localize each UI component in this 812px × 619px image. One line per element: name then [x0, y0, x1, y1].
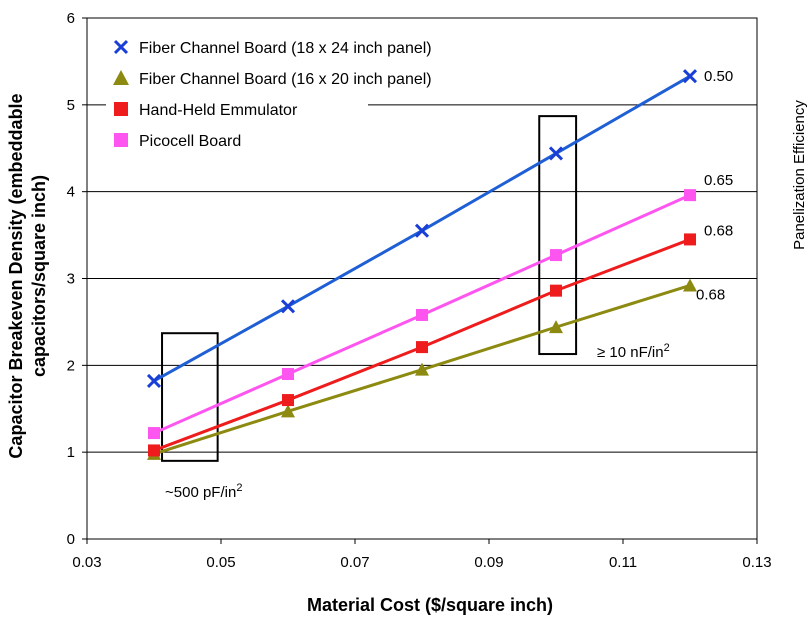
data-point: [550, 249, 562, 262]
marker-x-stroke: [548, 146, 564, 161]
y-axis-title-line1: Capacitor Breakeven Density (embeddable: [6, 93, 26, 458]
x-tick-label: 0.05: [206, 554, 235, 571]
data-point: [684, 233, 696, 246]
y-tick-label: 1: [67, 444, 75, 461]
legend: Fiber Channel Board (18 x 24 inch panel)…: [106, 30, 432, 160]
data-point: [148, 427, 160, 440]
highlight-boxes: [161, 115, 578, 462]
data-point: [146, 373, 162, 389]
series-2: 0.68: [148, 222, 733, 457]
data-point: [281, 404, 295, 418]
right-axis-title: Panelization Efficiency: [791, 100, 808, 250]
x-tick-label: 0.11: [609, 554, 637, 571]
data-point: [415, 362, 429, 376]
x-tick-label: 0.03: [72, 554, 101, 571]
data-point: [414, 223, 430, 238]
y-tick-label: 0: [67, 531, 75, 548]
legend-entry-1: Fiber Channel Board (16 x 20 inch panel): [113, 70, 432, 88]
legend-marker: [113, 70, 129, 85]
series-end-label: 0.68: [696, 286, 725, 303]
data-point: [416, 341, 428, 354]
x-tick-label: 0.07: [340, 554, 369, 571]
data-point: [683, 278, 697, 292]
axes: [82, 17, 758, 544]
tick-labels: 0 1 2 3 4 5 6 0.03 0.05 0.07 0.09 0.11 0.13: [67, 10, 772, 571]
data-point: [282, 368, 294, 381]
legend-marker: [114, 102, 128, 116]
series-end-label: 0.65: [704, 172, 733, 189]
data-point: [416, 308, 428, 321]
marker-x-stroke: [682, 69, 698, 84]
series-0: 0.50: [146, 68, 733, 389]
legend-background: [106, 30, 368, 160]
marker-x-stroke: [146, 373, 162, 389]
x-tick-label: 0.09: [474, 554, 503, 571]
marker-x-stroke: [113, 39, 129, 55]
y-tick-label: 3: [67, 271, 75, 288]
y-axis-title-line2: capacitors/square inch): [29, 175, 49, 377]
data-point: [684, 189, 696, 202]
y-tick-label: 4: [67, 184, 75, 201]
legend-entry-3: Picocell Board: [114, 133, 241, 150]
legend-entry-2: Hand-Held Emmulator: [114, 102, 298, 119]
legend-entry-0: Fiber Channel Board (18 x 24 inch panel): [113, 39, 432, 57]
marker-x-stroke: [414, 223, 430, 238]
marker-x-stroke: [280, 299, 296, 314]
data-point: [550, 284, 562, 297]
y-tick-label: 6: [67, 10, 75, 27]
low-density-annotation: ~500 pF/in2: [165, 482, 242, 501]
legend-label: Fiber Channel Board (18 x 24 inch panel): [139, 40, 432, 57]
legend-marker: [114, 133, 128, 147]
series-end-label: 0.68: [704, 222, 733, 239]
y-tick-label: 5: [67, 97, 75, 114]
series-end-label: 0.50: [704, 68, 733, 85]
series-3: 0.65: [148, 172, 733, 440]
high-density-annotation: ≥ 10 nF/in2: [597, 342, 670, 361]
y-tick-label: 2: [67, 357, 75, 374]
data-point: [148, 444, 160, 457]
x-axis-title: Material Cost ($/square inch): [307, 595, 553, 615]
series-group: 0.50 0.68 0.68 0.65: [146, 68, 733, 460]
data-point: [280, 299, 296, 314]
data-point: [682, 69, 698, 84]
data-point: [549, 320, 563, 334]
legend-label: Picocell Board: [139, 133, 241, 150]
high-density-box: [538, 115, 578, 356]
series-1: 0.68: [147, 278, 725, 460]
x-tick-label: 0.13: [742, 554, 771, 571]
legend-marker: [113, 39, 129, 55]
legend-label: Fiber Channel Board (16 x 20 inch panel): [139, 71, 432, 88]
data-point: [548, 146, 564, 161]
data-point: [282, 394, 294, 407]
low-density-box: [161, 332, 219, 462]
legend-label: Hand-Held Emmulator: [139, 102, 298, 119]
